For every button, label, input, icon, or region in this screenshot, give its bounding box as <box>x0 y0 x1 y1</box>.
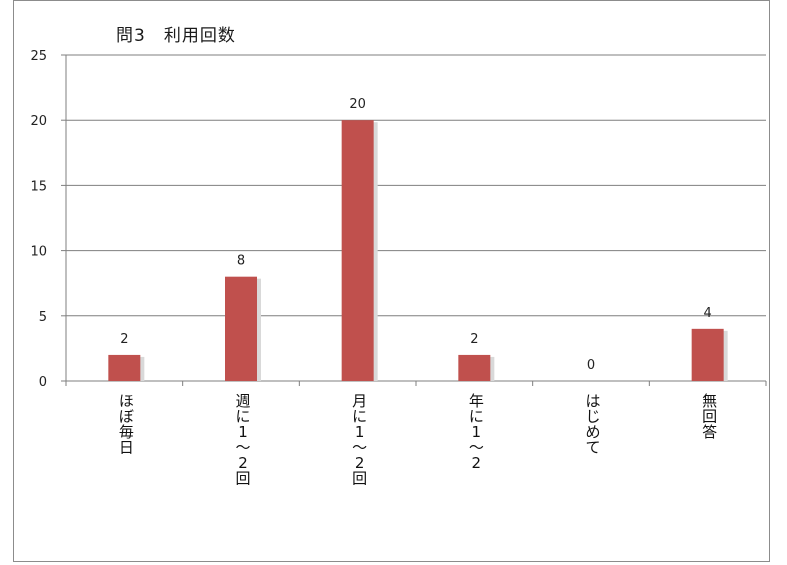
chart-title: 問3 利用回数 <box>116 26 236 46</box>
bar <box>225 276 257 381</box>
category-label-char: ほ <box>119 392 134 410</box>
bar <box>458 354 491 381</box>
category-label-char: 週 <box>235 392 250 410</box>
y-tick-labels: 0 5 10 15 20 25 <box>30 49 47 390</box>
y-tick-label: 5 <box>39 310 47 325</box>
category-label-char: 1 <box>238 423 248 441</box>
category-label-char: 無 <box>702 392 717 410</box>
data-label: 2 <box>470 332 478 347</box>
bar <box>341 120 374 381</box>
category-label-char: 2 <box>238 454 248 472</box>
category-label-char: 年 <box>469 392 484 410</box>
category-label-char: に <box>352 408 367 426</box>
category-label-char: 回 <box>702 408 717 426</box>
bars <box>108 120 728 381</box>
category-label-char: 回 <box>352 470 367 488</box>
category-label-char: 1 <box>472 423 482 441</box>
category-label-char: に <box>235 408 250 426</box>
y-tick-label: 25 <box>30 49 47 64</box>
axes <box>61 54 767 386</box>
category-label-char: は <box>585 392 600 410</box>
category-label: 無回答 <box>702 392 717 441</box>
gridlines <box>66 54 766 317</box>
y-tick-label: 0 <box>39 375 47 390</box>
category-label-char: に <box>469 408 484 426</box>
category-label-char: 2 <box>355 454 365 472</box>
category-label-char: 〜 <box>469 439 484 457</box>
data-label: 20 <box>349 97 366 112</box>
category-label: 年に1〜2 <box>469 392 484 472</box>
data-label: 0 <box>587 358 595 373</box>
y-tick-label: 10 <box>30 245 47 260</box>
category-label: 週に1〜2回 <box>235 392 250 488</box>
category-label-char: め <box>585 423 600 441</box>
category-label-char: じ <box>585 408 600 426</box>
y-tick-label: 20 <box>30 114 47 129</box>
bar <box>691 328 724 381</box>
category-label-char: 1 <box>355 423 365 441</box>
data-label: 4 <box>704 306 712 321</box>
category-label-char: 〜 <box>352 439 367 457</box>
category-label-char: 〜 <box>235 439 250 457</box>
category-label-char: 回 <box>235 470 250 488</box>
category-label-char: 月 <box>352 392 367 410</box>
y-tick-label: 15 <box>30 179 47 194</box>
chart-frame <box>13 0 770 562</box>
category-label-char: ぼ <box>119 408 134 426</box>
category-label: 月に1〜2回 <box>352 392 367 488</box>
data-label: 8 <box>237 254 245 269</box>
category-label-char: 2 <box>472 454 482 472</box>
bar <box>108 354 141 381</box>
data-label: 2 <box>120 332 128 347</box>
category-label-char: 日 <box>119 439 134 457</box>
category-label-char: て <box>585 439 600 457</box>
category-label-char: 毎 <box>119 423 134 441</box>
category-label-char: 答 <box>702 423 717 441</box>
